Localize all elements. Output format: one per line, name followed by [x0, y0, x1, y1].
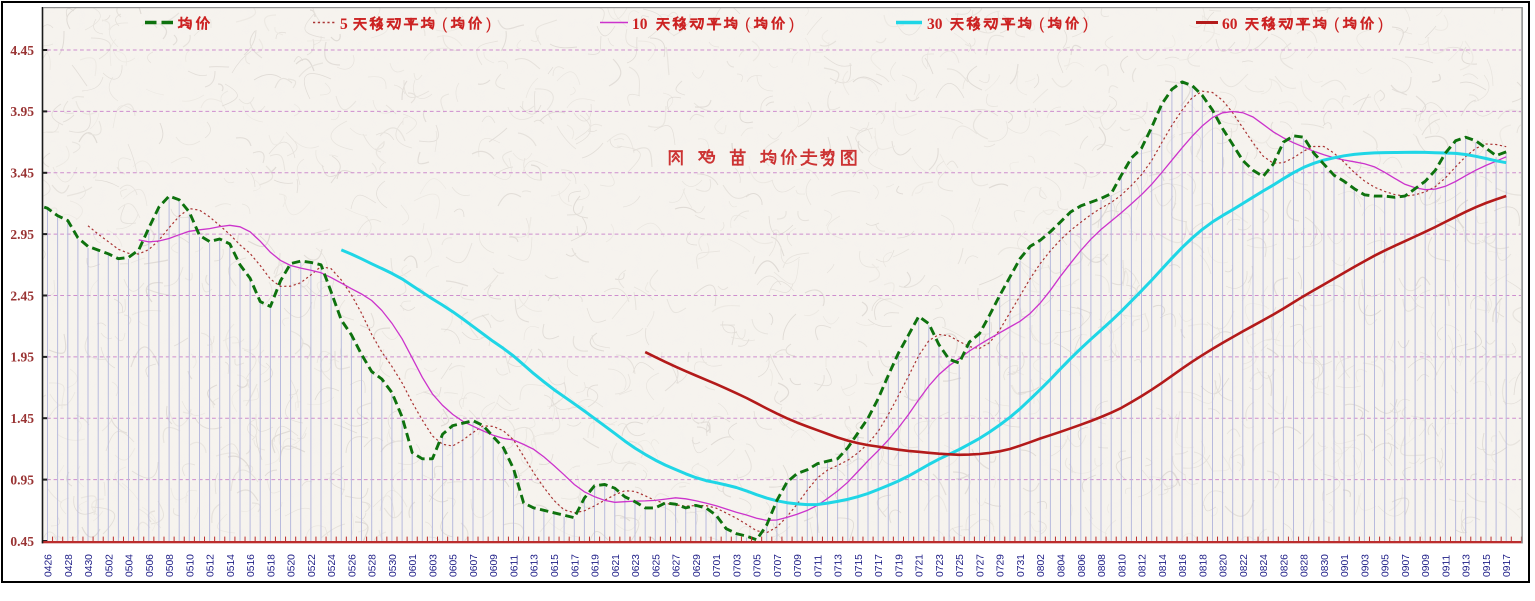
svg-text:0717: 0717 — [874, 554, 885, 577]
svg-text:0812: 0812 — [1138, 554, 1149, 577]
svg-text:0524: 0524 — [327, 554, 338, 577]
svg-text:0830: 0830 — [1320, 554, 1331, 577]
svg-text:1.95: 1.95 — [10, 350, 34, 365]
svg-text:0822: 0822 — [1239, 554, 1250, 577]
svg-text:0802: 0802 — [1036, 554, 1047, 577]
svg-text:(: ( — [1039, 16, 1045, 33]
svg-text:0808: 0808 — [1097, 554, 1108, 577]
svg-text:0719: 0719 — [894, 554, 905, 577]
svg-text:0613: 0613 — [530, 554, 541, 577]
svg-text:0814: 0814 — [1158, 554, 1169, 577]
svg-text:): ) — [1378, 16, 1383, 33]
svg-text:0705: 0705 — [753, 554, 764, 577]
svg-text:0508: 0508 — [165, 554, 176, 577]
svg-text:(: ( — [745, 16, 751, 33]
svg-text:0826: 0826 — [1279, 554, 1290, 577]
svg-text:0426: 0426 — [44, 554, 55, 577]
svg-text:0810: 0810 — [1117, 554, 1128, 577]
svg-text:0907: 0907 — [1401, 554, 1412, 577]
svg-text:0711: 0711 — [813, 555, 824, 577]
svg-text:0506: 0506 — [145, 554, 156, 577]
svg-text:0621: 0621 — [611, 554, 622, 577]
svg-text:0514: 0514 — [226, 554, 237, 577]
svg-text:): ) — [486, 16, 491, 33]
svg-text:0725: 0725 — [955, 554, 966, 577]
svg-text:2.45: 2.45 — [10, 288, 34, 303]
svg-text:0721: 0721 — [915, 554, 926, 577]
svg-text:0603: 0603 — [428, 554, 439, 577]
svg-text:0909: 0909 — [1421, 554, 1432, 577]
svg-text:0731: 0731 — [1016, 554, 1027, 577]
svg-text:0522: 0522 — [307, 554, 318, 577]
svg-text:0701: 0701 — [712, 554, 723, 577]
svg-text:0707: 0707 — [773, 554, 784, 577]
svg-text:0917: 0917 — [1502, 554, 1513, 577]
svg-text:0530: 0530 — [388, 554, 399, 577]
svg-text:0806: 0806 — [1077, 554, 1088, 577]
svg-text:0627: 0627 — [672, 554, 683, 577]
svg-text:0905: 0905 — [1381, 554, 1392, 577]
svg-text:30: 30 — [927, 16, 943, 33]
svg-text:0816: 0816 — [1178, 554, 1189, 577]
svg-text:0903: 0903 — [1360, 554, 1371, 577]
svg-text:0915: 0915 — [1482, 554, 1493, 577]
svg-text:(: ( — [1334, 16, 1340, 33]
svg-text:0713: 0713 — [834, 554, 845, 577]
svg-text:60: 60 — [1222, 16, 1238, 33]
svg-text:4.45: 4.45 — [10, 43, 34, 58]
svg-text:0824: 0824 — [1259, 554, 1270, 577]
svg-text:0619: 0619 — [591, 554, 602, 577]
svg-text:0510: 0510 — [185, 554, 196, 577]
svg-text:0729: 0729 — [996, 554, 1007, 577]
svg-text:0607: 0607 — [469, 554, 480, 577]
svg-text:0617: 0617 — [570, 554, 581, 577]
svg-text:10: 10 — [632, 16, 648, 33]
svg-text:0911: 0911 — [1441, 555, 1452, 577]
svg-text:5: 5 — [340, 16, 348, 33]
svg-text:0526: 0526 — [347, 554, 358, 577]
svg-text:2.95: 2.95 — [10, 227, 34, 242]
svg-text:0828: 0828 — [1300, 554, 1311, 577]
svg-text:0609: 0609 — [489, 554, 500, 577]
svg-text:0820: 0820 — [1219, 554, 1230, 577]
svg-text:0605: 0605 — [449, 554, 460, 577]
svg-text:0.95: 0.95 — [10, 472, 34, 487]
svg-text:0629: 0629 — [692, 554, 703, 577]
svg-text:0601: 0601 — [408, 554, 419, 577]
svg-text:): ) — [789, 16, 794, 33]
svg-text:0504: 0504 — [125, 554, 136, 577]
svg-text:3.45: 3.45 — [10, 166, 34, 181]
svg-text:0818: 0818 — [1198, 554, 1209, 577]
svg-text:0804: 0804 — [1057, 554, 1068, 577]
svg-text:0430: 0430 — [84, 554, 95, 577]
svg-text:0.45: 0.45 — [10, 534, 34, 549]
svg-text:0428: 0428 — [64, 554, 75, 577]
svg-text:0611: 0611 — [510, 555, 521, 577]
svg-text:0625: 0625 — [651, 554, 662, 577]
svg-text:0623: 0623 — [631, 554, 642, 577]
svg-text:0520: 0520 — [287, 554, 298, 577]
svg-text:(: ( — [442, 16, 448, 33]
svg-text:0715: 0715 — [854, 554, 865, 577]
svg-text:1.45: 1.45 — [10, 411, 34, 426]
svg-text:0727: 0727 — [976, 554, 987, 577]
svg-text:0518: 0518 — [266, 554, 277, 577]
svg-text:0615: 0615 — [550, 554, 561, 577]
svg-text:0512: 0512 — [206, 554, 217, 577]
svg-text:0901: 0901 — [1340, 554, 1351, 577]
svg-text:0528: 0528 — [368, 554, 379, 577]
svg-text:0703: 0703 — [732, 554, 743, 577]
svg-text:3.95: 3.95 — [10, 104, 34, 119]
svg-text:0516: 0516 — [246, 554, 257, 577]
svg-text:0709: 0709 — [793, 554, 804, 577]
svg-text:0913: 0913 — [1462, 554, 1473, 577]
svg-text:0723: 0723 — [935, 554, 946, 577]
svg-text:0502: 0502 — [104, 554, 115, 577]
svg-text:): ) — [1083, 16, 1088, 33]
